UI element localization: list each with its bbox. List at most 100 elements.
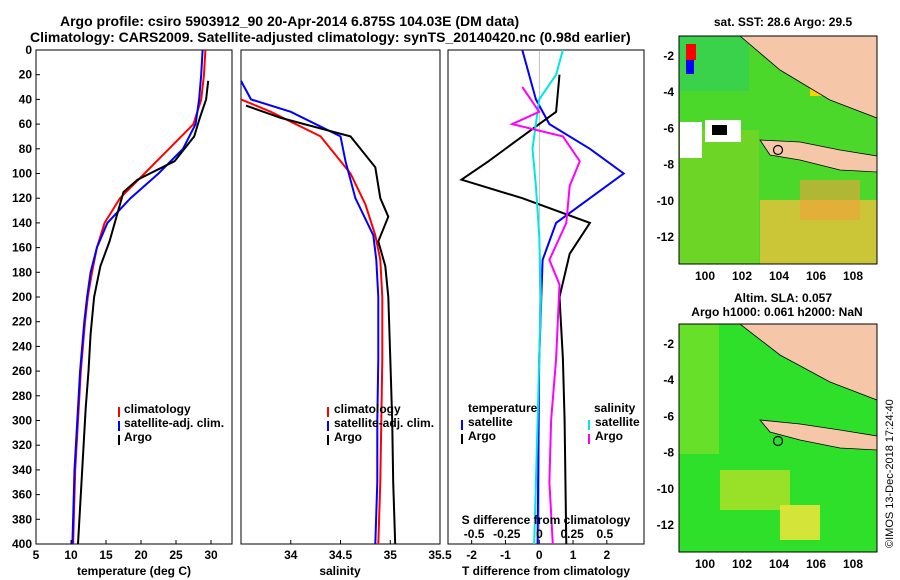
sla-map-panel: Altim. SLA: 0.057 Argo h1000: 0.061 h200… [657,291,878,571]
latitude-tick-label: -12 [657,230,675,244]
top-x-tick-label: 0.5 [596,527,613,541]
latitude-tick-label: -8 [663,158,674,172]
sla-map-title-2: Argo h1000: 0.061 h2000: NaN [691,305,862,319]
sla-field-patch [780,505,820,540]
longitude-tick-label: 106 [806,269,826,283]
longitude-tick-label: 104 [769,269,789,283]
t-difference-xlabel: T difference from climatology [462,564,630,578]
legend-label-sal-argo: Argo [595,429,623,443]
longitude-tick-label: 108 [843,557,863,571]
title-line-2: Climatology: CARS2009. Satellite-adjuste… [30,29,631,45]
top-x-tick-label: -0.5 [464,527,485,541]
depth-tick-label: 280 [12,389,32,403]
x-tick-label: 35.5 [428,548,452,562]
series-line-argo [77,80,210,545]
legend-temperature-title: temperature [468,401,538,415]
x-tick-label: 10 [64,548,78,562]
depth-tick-label: 240 [12,339,32,353]
salinity-legend: climatology satellite-adj. clim. Argo [327,402,434,445]
latitude-tick-label: -4 [663,373,674,387]
top-x-tick-label: -0.25 [493,527,521,541]
depth-tick-label: 20 [19,68,33,82]
depth-tick-label: 360 [12,488,32,502]
depth-tick-label: 200 [12,290,32,304]
depth-tick-label: 100 [12,167,32,181]
depth-tick-label: 220 [12,315,32,329]
legend-label-sal-satellite: satellite [595,415,640,429]
legend-label-argo: Argo [124,430,152,444]
s-difference-xlabel: S difference from climatology [462,513,631,527]
legend-label-temp-argo: Argo [468,429,496,443]
legend-label-satellite: satellite-adj. clim. [334,416,434,430]
x-tick-label: -2 [466,548,477,562]
salinity-xlabel: salinity [319,564,361,578]
argo-float-marker [772,435,784,447]
legend-label-climatology: climatology [334,402,401,416]
temperature-axes [35,49,233,545]
top-x-tick-label: 0 [536,527,543,541]
sst-hot-pixel [686,44,696,60]
x-tick-label: 2 [603,548,610,562]
sst-cold-pixel [686,60,694,74]
x-tick-label: 35 [384,548,398,562]
depth-tick-label: 120 [12,191,32,205]
top-x-tick-label: 0.25 [560,527,584,541]
depth-tick-label: 320 [12,438,32,452]
depth-tick-label: 300 [12,414,32,428]
difference-axes [447,49,645,545]
sst-hot-patch [800,180,860,220]
x-tick-label: 34.5 [329,548,353,562]
series-line-satellite-adj-clim- [71,49,204,545]
difference-legend: temperature satellite Argo salinity sate… [461,401,640,444]
legend-salinity-title: salinity [594,401,636,415]
latitude-tick-label: -6 [663,121,674,135]
latitude-tick-label: -8 [663,446,674,460]
latitude-tick-label: -6 [663,409,674,423]
latitude-tick-label: -2 [663,337,674,351]
sst-map-panel: sat. SST: 28.6 Argo: 29.5 100 102 104 106 10… [657,15,878,283]
argo-float-marker [772,144,784,156]
difference-panel: -2 -1 0 1 2 -0.5 -0.25 0 0.25 0.5 S difference f… [447,49,645,578]
x-tick-label: 15 [99,548,113,562]
series-line-satellite-adj-clim- [240,80,380,545]
sla-map-title-1: Altim. SLA: 0.057 [734,291,832,305]
legend-label-temp-satellite: satellite [468,415,513,429]
sla-field-patch [720,470,790,510]
x-tick-label: 1 [570,548,577,562]
longitude-tick-label: 102 [732,557,752,571]
depth-tick-label: 80 [19,142,33,156]
temperature-legend: climatology satellite-adj. clim. Argo [118,402,224,445]
series-line-salinity-satellite [531,49,564,545]
depth-tick-label: 180 [12,265,32,279]
longitude-tick-label: 100 [695,269,715,283]
sst-no-data-dark [712,125,727,135]
depth-tick-label: 40 [19,92,33,106]
latitude-tick-label: -2 [663,49,674,63]
latitude-tick-label: -10 [657,194,675,208]
salinity-axes [240,49,441,545]
latitude-tick-label: -12 [657,518,675,532]
depth-tick-label: 380 [12,512,32,526]
depth-tick-label: 260 [12,364,32,378]
salinity-panel: 34 34.5 35 35.5 salinity climatology satell… [240,49,452,578]
depth-tick-label: 60 [19,117,33,131]
x-tick-label: 5 [33,548,40,562]
depth-tick-label: 400 [12,537,32,551]
longitude-tick-label: 100 [695,557,715,571]
x-tick-label: 20 [134,548,148,562]
series-line-salinity-argo [509,86,581,545]
x-tick-label: 30 [204,548,218,562]
temperature-xlabel: temperature (deg C) [77,564,191,578]
legend-label-climatology: climatology [124,402,191,416]
longitude-tick-label: 102 [732,269,752,283]
depth-tick-label: 160 [12,241,32,255]
depth-tick-label: 140 [12,216,32,230]
sst-map-frame [678,35,878,265]
depth-tick-label: 340 [12,463,32,477]
imos-credit: ©IMOS 13-Dec-2018 17:24:40 [884,399,896,548]
latitude-tick-label: -10 [657,482,675,496]
x-tick-label: 0 [536,548,543,562]
series-line-argo [245,104,397,545]
series-line-temperature-argo [459,74,592,545]
